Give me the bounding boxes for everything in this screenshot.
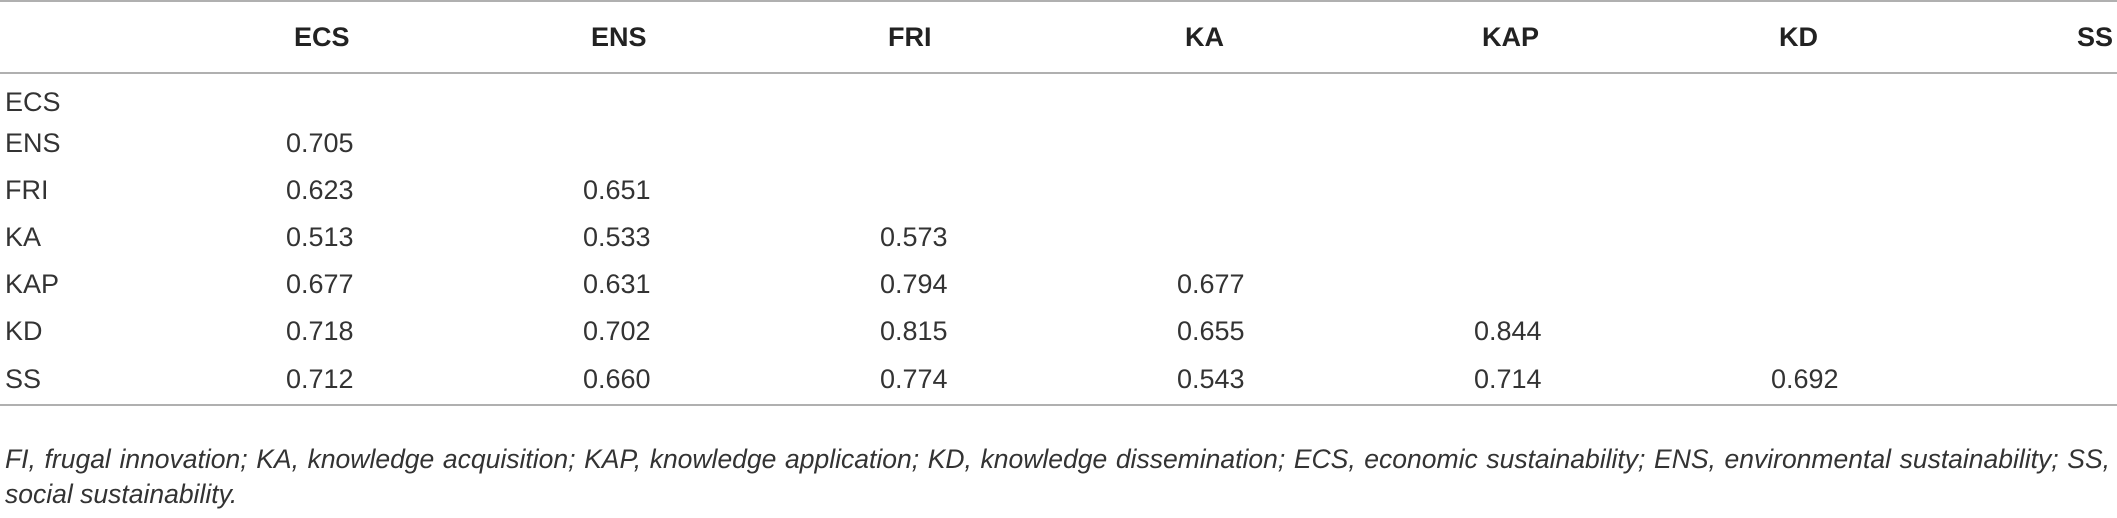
table-cell: 0.692 [1771, 364, 1839, 394]
table-cell [880, 167, 1177, 214]
table-cell [2041, 167, 2117, 214]
table-cell: 0.677 [1177, 269, 1245, 299]
table-row: FRI 0.623 0.651 [0, 167, 2117, 214]
correlation-table: ECS ENS FRI KA KAP KD SS ECS ENS [0, 1, 2117, 405]
table-cell [2041, 73, 2117, 120]
table-cell: 0.655 [1177, 316, 1245, 346]
table-cell: 0.844 [1474, 316, 1542, 346]
row-label: KD [5, 316, 43, 346]
table-cell [1771, 261, 2041, 308]
table-cell: 0.705 [286, 128, 354, 158]
table-cell [2041, 355, 2117, 405]
correlation-table-container: ECS ENS FRI KA KAP KD SS ECS ENS [0, 1, 2117, 405]
table-cell: 0.651 [583, 175, 651, 205]
header-cell: KAP [1482, 21, 1540, 52]
table-cell: 0.794 [880, 269, 948, 299]
row-label: FRI [5, 175, 49, 205]
table-cell [1474, 73, 1771, 120]
table-cell [1177, 167, 1474, 214]
row-label: KA [5, 222, 42, 252]
header-cell: SS [2076, 21, 2113, 52]
header-cell: KD [1779, 21, 1818, 52]
table-row: KA 0.513 0.533 0.573 [0, 214, 2117, 261]
table-cell [1177, 73, 1474, 120]
table-cell [583, 73, 880, 120]
table-cell: 0.677 [286, 269, 354, 299]
table-cell [1474, 214, 1771, 261]
header-cell: FRI [888, 21, 932, 52]
table-cell [1771, 214, 2041, 261]
table-cell [1474, 167, 1771, 214]
table-cell [880, 120, 1177, 167]
header-cell: KA [1185, 21, 1224, 52]
table-cell: 0.533 [583, 222, 651, 252]
table-cell [2041, 308, 2117, 355]
table-cell: 0.774 [880, 364, 948, 394]
table-cell [1177, 214, 1474, 261]
row-label: ENS [5, 128, 61, 158]
table-cell: 0.543 [1177, 364, 1245, 394]
table-row: ENS 0.705 [0, 120, 2117, 167]
table-header-row: ECS ENS FRI KA KAP KD SS [0, 1, 2117, 73]
table-cell: 0.573 [880, 222, 948, 252]
table-cell [2041, 261, 2117, 308]
table-cell: 0.702 [583, 316, 651, 346]
table-cell [1177, 120, 1474, 167]
table-cell [1474, 120, 1771, 167]
table-cell: 0.712 [286, 364, 354, 394]
table-cell: 0.815 [880, 316, 948, 346]
table-cell [2041, 120, 2117, 167]
table-row: SS 0.712 0.660 0.774 0.543 0.714 0.692 [0, 355, 2117, 405]
table-cell: 0.623 [286, 175, 354, 205]
table-cell [1771, 120, 2041, 167]
table-cell [286, 73, 583, 120]
table-footnote: FI, frugal innovation; KA, knowledge acq… [5, 444, 2110, 509]
row-label: ECS [5, 86, 61, 117]
header-corner [0, 1, 286, 73]
header-cell: ECS [294, 21, 350, 52]
table-row: ECS [0, 73, 2117, 120]
row-label: KAP [5, 269, 60, 299]
table-cell [1771, 308, 2041, 355]
table-cell [1474, 261, 1771, 308]
table-cell [1771, 167, 2041, 214]
table-cell: 0.631 [583, 269, 651, 299]
table-row: KAP 0.677 0.631 0.794 0.677 [0, 261, 2117, 308]
table-cell: 0.718 [286, 316, 354, 346]
table-cell [1771, 73, 2041, 120]
table-cell: 0.513 [286, 222, 354, 252]
table-cell [2041, 214, 2117, 261]
table-row: KD 0.718 0.702 0.815 0.655 0.844 [0, 308, 2117, 355]
table-cell: 0.714 [1474, 364, 1542, 394]
table-cell [880, 73, 1177, 120]
table-body: ECS ENS 0.705 FRI 0.623 [0, 73, 2117, 405]
header-cell: ENS [591, 21, 647, 52]
row-label: SS [5, 364, 42, 394]
table-cell: 0.660 [583, 364, 651, 394]
table-cell [583, 120, 880, 167]
